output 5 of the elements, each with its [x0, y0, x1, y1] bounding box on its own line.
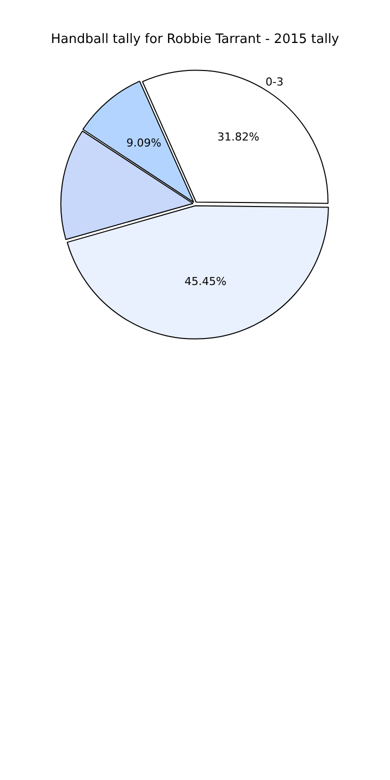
chart-title: Handball tally for Robbie Tarrant - 2015 tally [50, 32, 340, 48]
data-label: 9.09% [126, 136, 162, 150]
data-label: 31.82% [217, 130, 260, 144]
data-label: 45.45% [184, 274, 226, 288]
slice-label: 0-3 [266, 76, 284, 89]
